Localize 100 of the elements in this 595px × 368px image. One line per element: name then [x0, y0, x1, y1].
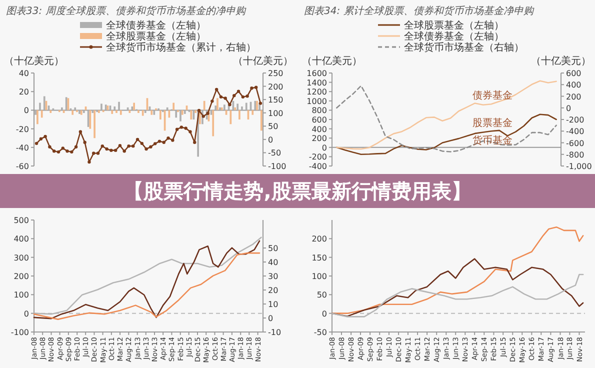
point — [100, 144, 104, 148]
point — [241, 95, 245, 99]
y2-tick-label: 250 — [268, 69, 284, 78]
y2-tick-label: 200 — [268, 82, 284, 92]
y2-tick-label: 150 — [268, 96, 284, 105]
point — [105, 147, 108, 151]
y2-tick-label: 600 — [566, 69, 582, 78]
point — [52, 150, 56, 153]
y-tick-label: 400 — [312, 124, 327, 134]
point — [214, 88, 218, 92]
text: 【股票行情走势,股票最新行情费用表】 — [124, 179, 472, 203]
y-tick-label: 500 — [14, 216, 29, 225]
point — [188, 130, 192, 134]
y-tick-label: 0 — [24, 106, 29, 116]
y-tick-label: 200 — [312, 134, 327, 144]
point — [144, 147, 148, 151]
point — [132, 144, 135, 148]
y-tick-label: 0 — [24, 309, 29, 318]
legend-label: 全球债券基金（左轴） — [106, 20, 206, 32]
point — [180, 126, 184, 129]
point — [149, 145, 152, 148]
point — [39, 137, 43, 140]
y-tick-label: -200 — [308, 152, 327, 162]
y2-tick-label: -10 — [268, 328, 282, 337]
point — [61, 146, 64, 150]
point — [184, 126, 188, 130]
y-axis-title: （十亿美元） — [4, 55, 64, 67]
y-tick-label: 800 — [312, 106, 327, 116]
y-tick-label: 1400 — [306, 78, 327, 88]
y-tick-label: -400 — [308, 162, 327, 171]
point — [219, 95, 223, 99]
y-tick-label: 150 — [312, 253, 327, 262]
point — [258, 102, 262, 105]
point — [197, 108, 201, 112]
legend-label: 全球货币市场基金（累计，右轴） — [106, 42, 256, 54]
point — [162, 140, 166, 144]
point — [236, 90, 240, 93]
line-series — [336, 114, 557, 156]
point — [34, 142, 38, 146]
point — [153, 142, 157, 146]
y2-tick-label: 0 — [566, 104, 572, 113]
y-tick-label: 40 — [18, 69, 29, 78]
y-tick-label: 0 — [322, 143, 327, 152]
point — [118, 144, 122, 148]
y2-tick-label: 30 — [268, 272, 278, 281]
y-tick-label: 1600 — [306, 69, 327, 78]
y2-tick-label: 400 — [566, 80, 582, 90]
point — [254, 86, 258, 89]
y2-tick-label: 100 — [268, 108, 284, 118]
y2-tick-label: 50 — [268, 122, 278, 132]
y-tick-label: 100 — [312, 272, 327, 281]
point — [127, 144, 130, 148]
legend-label: 全球股票基金（左轴） — [106, 30, 206, 42]
point — [88, 160, 91, 164]
line-series — [33, 252, 260, 320]
line-series — [331, 226, 584, 314]
y-tick-label: 1200 — [306, 88, 327, 97]
point — [44, 134, 47, 138]
line-series — [331, 274, 584, 318]
y-tick-label: 400 — [14, 234, 29, 244]
y-tick-label: -60 — [16, 162, 29, 171]
y2-tick-label: -50 — [268, 148, 282, 158]
point — [206, 112, 210, 115]
y2-tick-label: 200 — [566, 92, 582, 102]
point — [78, 130, 82, 134]
legend-label: 全球股票基金（左轴） — [404, 20, 504, 32]
y2-tick-label: 40 — [268, 258, 278, 267]
y-tick-label: -100 — [10, 328, 29, 337]
annotation: 货币基金 — [472, 134, 512, 147]
point — [122, 150, 126, 153]
y-tick-label: -20 — [16, 124, 29, 134]
y2-tick-label: -800 — [566, 150, 584, 160]
point — [140, 142, 144, 146]
y2-tick-label: 20 — [268, 286, 278, 295]
y-tick-label: 200 — [312, 234, 327, 244]
y2-tick-label: 0 — [268, 135, 274, 144]
y-tick-label: 1000 — [306, 96, 327, 106]
y-tick-label: 50 — [316, 290, 327, 300]
y-tick-label: 200 — [14, 272, 29, 281]
chart-title: 图表34: 累计全球股票、债券和货币市场基金净申购 — [304, 5, 534, 17]
point — [166, 136, 170, 140]
y2-tick-label: -100 — [268, 162, 286, 171]
y2-tick-label: -600 — [566, 138, 584, 148]
point — [171, 138, 174, 142]
legend-label: 全球债券基金（左轴） — [404, 30, 504, 42]
y-tick-label: 0 — [322, 309, 327, 318]
annotation: 债券基金 — [472, 90, 512, 102]
y2-axis-title: （十亿美元） — [233, 55, 293, 67]
point — [70, 150, 74, 154]
legend-label: 全球货币市场基金（右轴） — [404, 42, 524, 54]
point — [232, 94, 236, 98]
y2-tick-label: -1,000 — [566, 162, 592, 171]
point — [114, 148, 118, 152]
point — [110, 148, 113, 152]
point — [158, 140, 162, 143]
y-axis-title: （十亿美元） — [302, 55, 362, 67]
point — [193, 140, 196, 144]
y2-tick-label: 10 — [268, 300, 278, 309]
y2-tick-label: 50 — [268, 244, 278, 253]
point — [246, 94, 249, 98]
